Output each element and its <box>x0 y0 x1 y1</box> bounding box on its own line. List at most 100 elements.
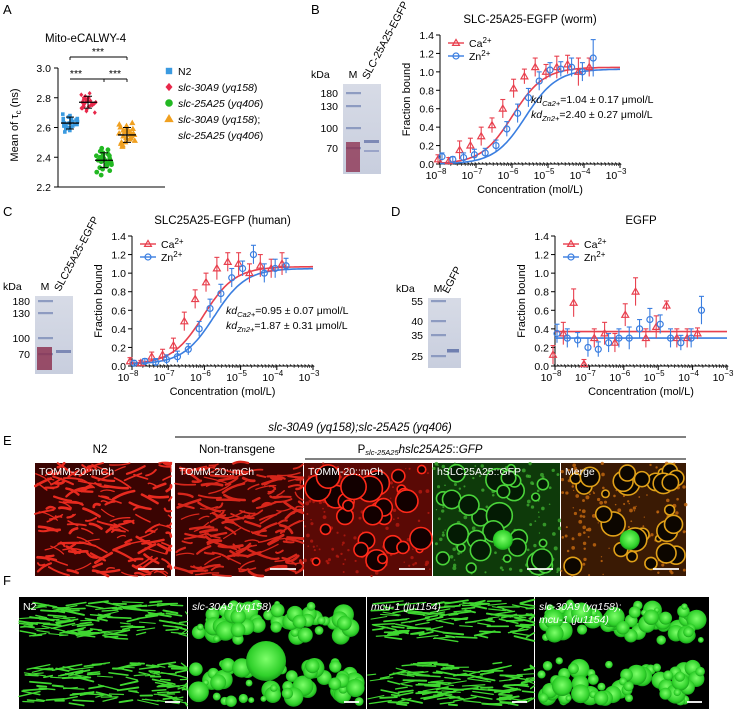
micrograph-speckle <box>318 548 321 551</box>
micrograph-filament <box>162 609 179 615</box>
micrograph-filament <box>421 690 438 696</box>
chart-baseline-dash <box>604 162 608 165</box>
chart-baseline-dash <box>663 364 667 367</box>
micrograph-filament <box>251 496 261 503</box>
micrograph-filament <box>108 671 129 676</box>
panel-a-point <box>87 90 92 96</box>
micrograph-filament <box>124 538 133 544</box>
micrograph-speckle <box>583 531 586 534</box>
chart-data-point <box>625 334 633 342</box>
micrograph-vesicle <box>663 514 684 535</box>
micrograph-filament <box>427 681 452 684</box>
micrograph-granule <box>189 662 203 677</box>
micrograph-speckle <box>633 510 636 512</box>
micrograph-filament <box>103 484 129 490</box>
micrograph-speckle <box>370 574 373 578</box>
chart-baseline-dash <box>260 364 264 367</box>
micrograph-filament <box>298 565 305 572</box>
micrograph-speckle <box>565 526 568 529</box>
micrograph-speckle <box>434 542 438 546</box>
micrograph-filament <box>161 541 172 548</box>
chart-baseline-dash <box>568 162 572 165</box>
panel-a-ytick-label: 2.8 <box>36 93 51 105</box>
micrograph-speckle <box>556 567 561 572</box>
chart-baseline-dash <box>701 364 705 367</box>
micrograph-filament <box>132 506 145 511</box>
micrograph-filament <box>200 572 220 575</box>
micrograph-filament <box>44 469 54 477</box>
panel-a-point <box>70 124 75 128</box>
micrograph-filament <box>403 601 427 605</box>
micrograph-filament <box>453 672 467 677</box>
panel-a-point <box>63 124 67 128</box>
gel-marker-label: 70 <box>326 143 338 155</box>
micrograph-filament <box>269 495 284 499</box>
micrograph-granule <box>230 622 246 638</box>
panel-a-legend-marker <box>165 82 173 92</box>
micrograph-filament <box>97 629 118 635</box>
micrograph-filament <box>228 542 252 558</box>
micrograph-filament <box>237 567 257 571</box>
micrograph-speckle <box>600 461 604 466</box>
micrograph-granule <box>306 601 316 611</box>
chart-kd-annotation: kdCa2+=0.95 ± 0.07 μmol/L <box>226 305 349 319</box>
chart-baseline-dash <box>184 364 188 367</box>
micrograph-filament <box>104 629 127 633</box>
micrograph-filament <box>198 515 210 521</box>
micrograph-speckle <box>437 517 441 521</box>
chart-data-point <box>481 149 489 157</box>
micrograph-filament <box>81 527 94 535</box>
micrograph-filament <box>525 697 535 703</box>
gel-sample-band <box>56 350 71 353</box>
micrograph-speckle <box>444 484 446 487</box>
micrograph-speckle <box>306 533 310 538</box>
chart-ytick-label: 1.0 <box>111 268 126 280</box>
chart-baseline-dash <box>589 162 593 165</box>
panel-a-legend-marker <box>164 113 174 123</box>
micrograph-filament <box>47 566 70 577</box>
chart-xtick-label: 10−8 <box>426 167 447 182</box>
micrograph-speckle <box>425 560 430 565</box>
micrograph-filament <box>32 634 43 637</box>
panel-a-legend-label: slc-30A9 (yq158) <box>178 82 257 94</box>
micrograph-speckle <box>656 511 659 514</box>
micrograph-speckle <box>573 466 578 471</box>
micrograph-filament <box>255 484 277 490</box>
chart-baseline-dash <box>570 364 574 367</box>
legend-ion: Zn <box>161 252 173 264</box>
micrograph-speckle <box>676 497 679 501</box>
panel-a-point <box>88 98 93 104</box>
chart-data-point <box>130 359 138 367</box>
legend-charge: 2+ <box>174 237 183 246</box>
micrograph-filament <box>481 702 503 706</box>
tick-base: 10 <box>262 372 274 384</box>
panel-e-image-label: Merge <box>565 466 595 478</box>
micrograph-filament <box>485 619 495 623</box>
micrograph-filament <box>232 469 248 474</box>
micrograph-filament <box>109 462 131 466</box>
micrograph-filament <box>277 519 288 525</box>
chart-data-point <box>579 359 589 368</box>
micrograph-filament <box>516 673 535 676</box>
chart-baseline-dash <box>625 364 629 367</box>
micrograph-granule <box>571 602 592 624</box>
chart-baseline-dash <box>510 162 514 165</box>
micrograph-filament <box>494 690 511 694</box>
micrograph-vesicle <box>644 556 658 571</box>
micrograph-speckle <box>557 526 562 531</box>
micrograph-filament <box>492 661 503 665</box>
micrograph-filament <box>69 692 86 697</box>
tick-base: 10 <box>462 170 474 182</box>
micrograph-filament <box>86 693 107 696</box>
micrograph-speckle <box>427 511 430 515</box>
micrograph-filament <box>102 697 118 702</box>
micrograph-speckle <box>412 563 415 566</box>
chart-legend-label: Ca2+ <box>584 237 607 251</box>
micrograph-speckle <box>635 505 637 507</box>
micrograph-filament <box>77 480 102 486</box>
micrograph-granule <box>305 659 320 674</box>
chart-fit-curve <box>132 267 313 365</box>
chart-xlabel: Concentration (mol/L) <box>588 386 694 398</box>
micrograph-granule <box>565 695 572 702</box>
